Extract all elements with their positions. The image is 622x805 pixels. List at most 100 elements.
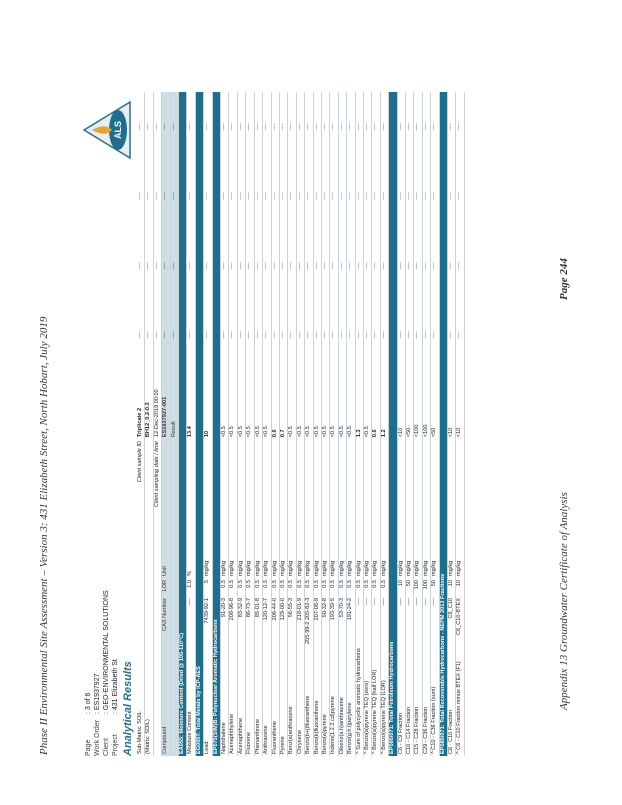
lor-cell: 50 xyxy=(405,578,414,596)
empty-sample-cell: ---- xyxy=(355,161,364,231)
spacer xyxy=(380,439,389,509)
result-cell: 0.6 xyxy=(271,369,280,440)
table-row: ^ Benzo(a)pyrene TEQ (LOR) ---- 0.5 mg/kg 1.… xyxy=(380,92,389,756)
compound-cell: Anthracene xyxy=(262,646,271,756)
empty-sample-cell: ---- xyxy=(455,92,465,162)
cas-cell: ---- xyxy=(405,596,414,646)
empty-sample-cell: ---- xyxy=(380,161,389,231)
analytical-results-title: Analytical Results xyxy=(122,661,134,756)
lor-header: LOR xyxy=(161,578,171,596)
empty-sample-cell: ---- xyxy=(203,300,213,370)
spacer xyxy=(271,439,280,509)
unit-cell: mg/kg xyxy=(203,508,213,578)
empty-sample-cell: ---- xyxy=(279,161,288,231)
result-cell: <0.5 xyxy=(304,369,314,440)
compound-cell: C15 - C28 Fraction xyxy=(413,646,423,756)
empty-sample-cell: ---- xyxy=(137,92,145,162)
empty-sample-cell: ---- xyxy=(287,92,297,162)
cas-cell: 207-08-9 xyxy=(313,596,322,646)
spacer xyxy=(296,439,305,509)
unit-header: Unit xyxy=(161,508,171,578)
empty-sample-cell: ---- xyxy=(245,92,255,162)
empty-sample-cell: ---- xyxy=(313,161,322,231)
cas-cell: ---- xyxy=(371,596,381,646)
spacer xyxy=(338,439,347,509)
result-cell: 0.6 xyxy=(371,369,381,440)
empty-sample-cell: ---- xyxy=(254,230,263,301)
unit-cell: mg/kg xyxy=(304,508,314,578)
empty-sample-cell: ---- xyxy=(237,92,246,162)
empty-sample-cell: ---- xyxy=(153,300,162,370)
empty-sample-cell: ---- xyxy=(413,92,423,162)
spacer xyxy=(371,439,381,509)
empty-sample-cell: ---- xyxy=(144,92,154,162)
empty-sample-cell: ---- xyxy=(329,92,339,162)
cas-cell: 86-73-7 xyxy=(245,596,255,646)
empty-sample-cell: ---- xyxy=(203,92,213,162)
empty-sample-cell: ---- xyxy=(228,92,238,162)
section-header: EA055: Moisture Content (Dried @ 105-110… xyxy=(178,92,187,756)
lor-cell: 0.5 xyxy=(245,578,255,596)
client-sample-id-label: Client sample ID xyxy=(137,439,145,578)
table-row: Acenaphthene 83-32-9 0.5 mg/kg <0.5 ---- ---- -… xyxy=(237,92,246,756)
cas-cell: C6_C10 xyxy=(447,596,456,646)
unit-cell: mg/kg xyxy=(447,508,456,578)
cas-cell: 85-01-8 xyxy=(254,596,263,646)
table-row: Benz(a)anthracene 56-55-3 0.5 mg/kg <0.5 ----… xyxy=(287,92,297,756)
spacer xyxy=(262,439,271,509)
compound-cell: C10 - C14 Fraction xyxy=(405,646,414,756)
lor-cell: 0.5 xyxy=(279,578,288,596)
empty-sample-cell: ---- xyxy=(413,161,423,231)
empty-sample-cell: ---- xyxy=(228,300,238,370)
unit-cell: mg/kg xyxy=(287,508,297,578)
empty-sample-cell: ---- xyxy=(144,300,154,370)
certificate-page: Page: 3 of 6 Work Order: ES1937927 Clien… xyxy=(80,88,550,760)
cas-cell: 206-44-0 xyxy=(271,596,280,646)
result-cell: <50 xyxy=(430,369,440,440)
section-header: EP080/071: Total Petroleum Hydrocarbons xyxy=(388,92,398,756)
result-cell: 1.2 xyxy=(380,369,389,440)
empty-sample-cell: ---- xyxy=(220,161,229,231)
table-row: ^ Sum of polycyclic aromatic hydrocarbon… xyxy=(355,92,364,756)
table-row: C6 - C10 Fraction C6_C10 10 mg/kg <10 ---- ---… xyxy=(447,92,456,756)
empty-sample-cell: ---- xyxy=(153,161,162,231)
compound-cell: ^ Sum of polycyclic aromatic hydrocarbon… xyxy=(355,646,364,756)
unit-cell: mg/kg xyxy=(321,508,330,578)
spacer xyxy=(447,439,456,509)
empty-sample-cell: ---- xyxy=(380,300,389,370)
spacer xyxy=(279,439,288,509)
unit-cell: mg/kg xyxy=(363,508,372,578)
empty-sample-cell: ---- xyxy=(329,230,339,301)
compound-cell: C6 - C10 Fraction xyxy=(447,646,456,756)
table-row: Moisture Content ---- 1.0% 13.4 ---- ---- ----… xyxy=(186,92,196,756)
table-row: Fluoranthene 206-44-0 0.5 mg/kg 0.6 ---- ---- -… xyxy=(271,92,280,756)
cas-cell: ---- xyxy=(430,596,440,646)
als-logo: ALS xyxy=(82,100,131,160)
compound-cell: Fluorene xyxy=(245,646,255,756)
table-row: ^ Benzo(a)pyrene TEQ (half LOR) ---- 0.5 mg… xyxy=(371,92,381,756)
cas-cell: 53-70-3 xyxy=(338,596,347,646)
empty-sample-cell: ---- xyxy=(237,300,246,370)
empty-sample-cell: ---- xyxy=(346,92,356,162)
spacer xyxy=(405,439,414,509)
empty-sample-cell: ---- xyxy=(271,300,280,370)
empty-sample-cell: ---- xyxy=(422,300,431,370)
empty-sample-cell: ---- xyxy=(296,161,305,231)
empty-sample-cell: ---- xyxy=(355,230,364,301)
compound-cell: ^ Benzo(a)pyrene TEQ (half LOR) xyxy=(371,646,381,756)
result-cell: <0.5 xyxy=(254,369,263,440)
empty-sample-cell: ---- xyxy=(338,92,347,162)
compound-cell: Naphthalene xyxy=(220,646,229,756)
cas-cell: ---- xyxy=(186,596,196,646)
unit-cell: mg/kg xyxy=(254,508,263,578)
empty-sample-cell: ---- xyxy=(413,230,423,301)
cas-cell: ---- xyxy=(363,596,372,646)
empty-sample-cell: ---- xyxy=(137,230,145,301)
unit-cell: % xyxy=(186,508,196,578)
lor-cell: 0.5 xyxy=(254,578,263,596)
empty-sample-cell: ---- xyxy=(338,230,347,301)
empty-sample-cell: ---- xyxy=(405,230,414,301)
empty-sample-cell: ---- xyxy=(422,161,431,231)
lor-cell: 0.5 xyxy=(262,578,271,596)
empty-sample-cell: ---- xyxy=(405,92,414,162)
